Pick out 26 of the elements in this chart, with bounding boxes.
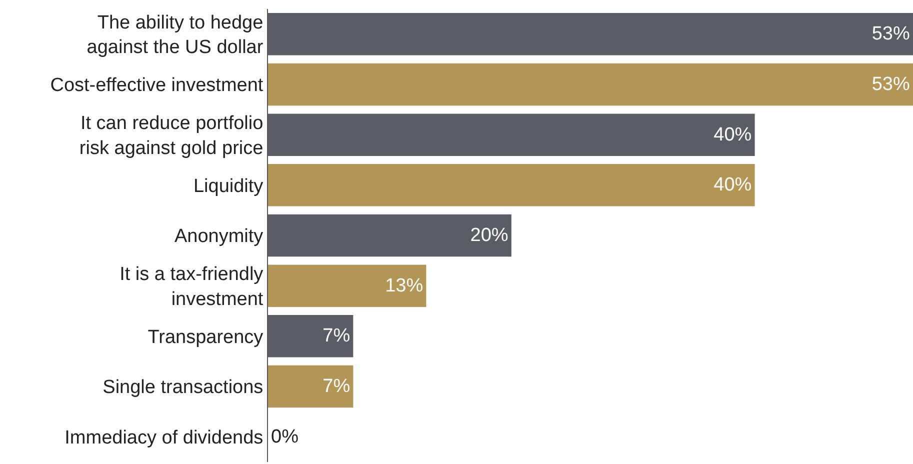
y-tick-label: It can reduce portfolio risk against gold price: [79, 113, 264, 159]
y-tick-label: Transparency: [148, 326, 264, 348]
data-label: 7%: [322, 326, 350, 347]
data-label: 7%: [322, 376, 350, 397]
bar: [268, 63, 913, 106]
data-label: 13%: [385, 275, 424, 296]
data-label: 20%: [470, 225, 508, 246]
bar: [268, 315, 354, 358]
data-label: 0%: [271, 426, 299, 448]
y-tick-label: Immediacy of dividends: [64, 427, 264, 448]
y-tick-label: Liquidity: [193, 176, 264, 197]
data-label: 40%: [714, 124, 752, 146]
y-tick-label: Cost-effective investment: [50, 75, 264, 96]
y-tick-label: Anonymity: [174, 226, 264, 248]
bar: [268, 365, 354, 408]
bar: [268, 114, 755, 156]
y-tick-label: Single transactions: [102, 377, 264, 398]
bar: [268, 164, 755, 206]
bar: [268, 13, 913, 56]
data-label: 53%: [872, 24, 910, 45]
y-tick-label: The ability to hedge against the US dollar: [86, 12, 264, 58]
data-label: 40%: [714, 174, 752, 196]
bar: [268, 214, 512, 257]
bar: [268, 264, 426, 307]
y-tick-label: It is a tax-friendly investment: [120, 264, 264, 310]
data-label: 53%: [872, 74, 910, 95]
